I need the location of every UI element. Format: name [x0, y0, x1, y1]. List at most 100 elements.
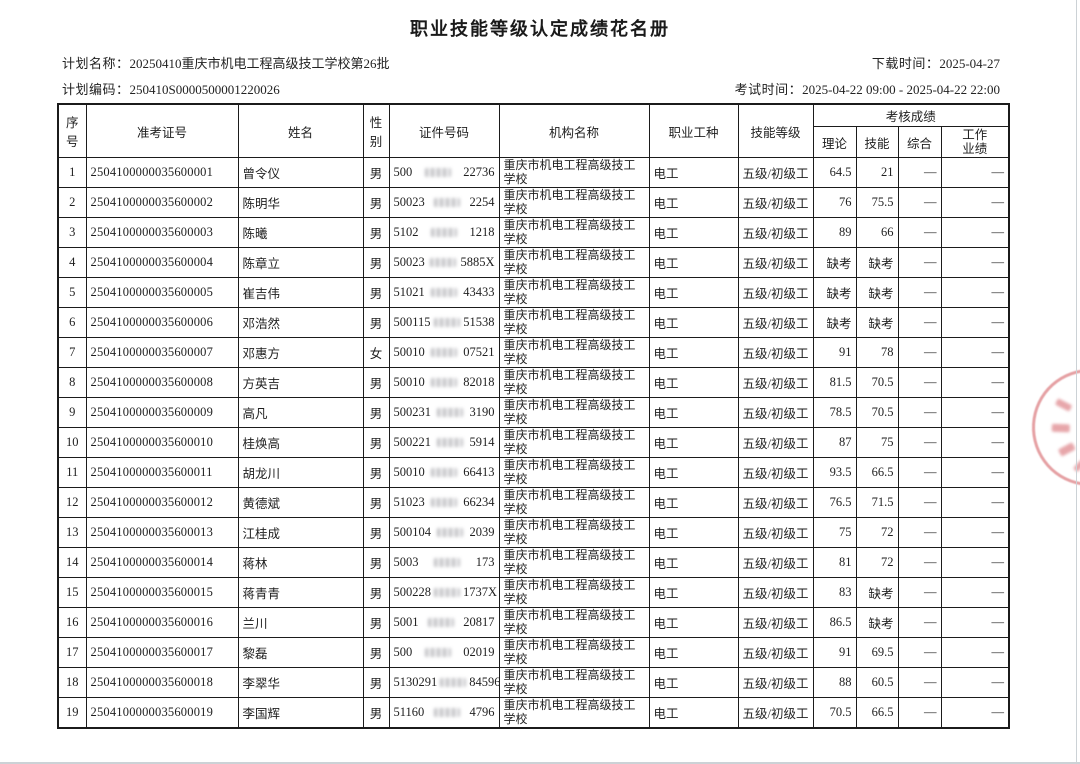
cell-seq: 10 — [57, 427, 87, 458]
cell-seq: 2 — [57, 187, 87, 218]
redaction-blur — [427, 618, 454, 627]
cell-org-name: 重庆市机电工程高级技工学校 — [498, 547, 650, 578]
id-number-suffix: 5914 — [469, 435, 495, 449]
cell-name: 蒋林 — [237, 547, 364, 578]
cell-name: 陈明华 — [237, 187, 364, 218]
cell-comprehensive-score: — — [897, 697, 942, 729]
cell-skill-score: 缺考 — [855, 577, 899, 608]
cell-work-score: — — [940, 337, 1010, 368]
cell-ticket-number: 2504100000035600002 — [85, 187, 239, 218]
cell-org-name: 重庆市机电工程高级技工学校 — [498, 247, 650, 278]
cell-id-number: 500115 51538 — [388, 307, 500, 338]
id-number-suffix: 2254 — [469, 195, 495, 209]
cell-work-score: — — [940, 667, 1010, 698]
col-header-gender: 性别 — [362, 103, 390, 158]
cell-skill-score: 缺考 — [855, 277, 899, 308]
cell-ticket-number: 2504100000035600008 — [85, 367, 239, 398]
plan-name-line: 计划名称：20250410重庆市机电工程高级技工学校第26批 — [62, 53, 390, 72]
cell-occupation: 电工 — [648, 577, 739, 608]
cell-gender: 男 — [362, 637, 390, 668]
cell-id-number: 500231 3190 — [388, 397, 500, 428]
cell-seq: 14 — [57, 547, 87, 578]
id-number-prefix: 51023 — [393, 495, 425, 509]
table-row: 9 2504100000035600009 高凡 男 500231 3190 重… — [57, 397, 1010, 428]
cell-skill-level: 五级/初级工 — [737, 517, 814, 548]
plan-code-value: 250410S0000500001220026 — [129, 82, 280, 97]
cell-seq: 6 — [57, 307, 87, 338]
redaction-blur — [434, 198, 461, 207]
cell-skill-score: 69.5 — [855, 637, 899, 668]
cell-work-score: — — [940, 607, 1010, 638]
col-header-level: 技能等级 — [737, 103, 814, 158]
cell-name: 崔吉伟 — [237, 277, 364, 308]
cell-seq: 7 — [57, 337, 87, 368]
cell-skill-score: 缺考 — [855, 247, 899, 278]
cell-comprehensive-score: — — [897, 517, 942, 548]
cell-gender: 男 — [362, 457, 390, 488]
cell-occupation: 电工 — [648, 217, 739, 248]
id-number-suffix: 1737X — [463, 585, 498, 599]
id-number-suffix: 2039 — [469, 525, 495, 539]
cell-theory-score: 91 — [812, 337, 857, 368]
cell-skill-score: 66 — [855, 217, 899, 248]
cell-name: 蒋青青 — [237, 577, 364, 608]
redaction-blur — [437, 408, 464, 417]
cell-comprehensive-score: — — [897, 457, 942, 488]
cell-gender: 男 — [362, 697, 390, 729]
cell-theory-score: 76.5 — [812, 487, 857, 518]
cell-seq: 19 — [57, 697, 87, 729]
col-header-org: 机构名称 — [498, 103, 650, 158]
cell-skill-level: 五级/初级工 — [737, 367, 814, 398]
cell-skill-level: 五级/初级工 — [737, 247, 814, 278]
redaction-blur — [424, 648, 451, 657]
cell-name: 陈章立 — [237, 247, 364, 278]
id-number-suffix: 3190 — [469, 405, 495, 419]
cell-id-number: 5001 20817 — [388, 607, 500, 638]
table-row: 16 2504100000035600016 兰川 男 5001 20817 重… — [57, 607, 1010, 638]
id-number-prefix: 5102 — [393, 225, 419, 239]
cell-org-name: 重庆市机电工程高级技工学校 — [498, 607, 650, 638]
cell-ticket-number: 2504100000035600004 — [85, 247, 239, 278]
cell-org-name: 重庆市机电工程高级技工学校 — [498, 517, 650, 548]
cell-theory-score: 81.5 — [812, 367, 857, 398]
table-row: 12 2504100000035600012 黄德斌 男 51023 66234… — [57, 487, 1010, 518]
id-number-prefix: 51160 — [393, 705, 425, 719]
cell-id-number: 500104 2039 — [388, 517, 500, 548]
table-row: 2 2504100000035600002 陈明华 男 50023 2254 重… — [57, 187, 1010, 218]
col-header-work: 工作 业绩 — [940, 126, 1010, 158]
cell-occupation: 电工 — [648, 487, 739, 518]
table-row: 7 2504100000035600007 邓惠方 女 50010 07521 … — [57, 337, 1010, 368]
cell-skill-level: 五级/初级工 — [737, 697, 814, 729]
cell-gender: 男 — [362, 547, 390, 578]
cell-occupation: 电工 — [648, 607, 739, 638]
cell-ticket-number: 2504100000035600010 — [85, 427, 239, 458]
cell-theory-score: 缺考 — [812, 247, 857, 278]
cell-occupation: 电工 — [648, 397, 739, 428]
cell-id-number: 51021 43433 — [388, 277, 500, 308]
table-row: 4 2504100000035600004 陈章立 男 50023 5885X … — [57, 247, 1010, 278]
cell-skill-level: 五级/初级工 — [737, 607, 814, 638]
cell-comprehensive-score: — — [897, 487, 942, 518]
redaction-blur — [440, 678, 467, 687]
id-number-suffix: 82018 — [463, 375, 495, 389]
cell-ticket-number: 2504100000035600005 — [85, 277, 239, 308]
redaction-blur — [431, 288, 457, 297]
cell-gender: 男 — [362, 577, 390, 608]
exam-time-line: 考试时间：2025-04-22 09:00 - 2025-04-22 22:00 — [735, 79, 1000, 98]
cell-org-name: 重庆市机电工程高级技工学校 — [498, 307, 650, 338]
cell-skill-score: 71.5 — [855, 487, 899, 518]
cell-work-score: — — [940, 277, 1010, 308]
cell-theory-score: 93.5 — [812, 457, 857, 488]
col-header-id-number: 证件号码 — [388, 103, 500, 158]
id-number-prefix: 500228 — [393, 585, 432, 599]
cell-name: 李国辉 — [237, 697, 364, 729]
id-number-suffix: 84596 — [469, 675, 499, 689]
cell-seq: 3 — [57, 217, 87, 248]
cell-work-score: — — [940, 247, 1010, 278]
cell-gender: 男 — [362, 217, 390, 248]
cell-id-number: 51023 66234 — [388, 487, 500, 518]
col-header-comprehensive: 综合 — [897, 126, 942, 158]
cell-occupation: 电工 — [648, 637, 739, 668]
id-number-suffix: 66413 — [463, 465, 495, 479]
